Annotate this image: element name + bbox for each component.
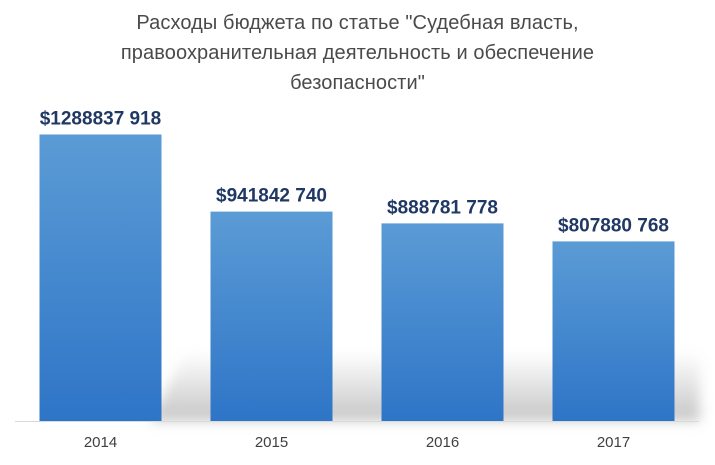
bar-2016 [381, 223, 504, 421]
bar-layer [39, 134, 675, 421]
value-label-2014: $1288837 918 [40, 109, 162, 130]
bar-2017 [552, 241, 675, 421]
chart-title-line-1: Расходы бюджета по статье "Судебная влас… [136, 12, 579, 34]
x-tick-label-2017: 2017 [597, 434, 630, 451]
bar-2015 [210, 211, 333, 421]
chart-title-line-2: правоохранительная деятельность и обеспе… [120, 42, 595, 64]
value-label-2017: $807880 768 [558, 215, 669, 236]
value-label-2015: $941842 740 [216, 186, 327, 207]
x-tick-layer: 2014 2015 2016 2017 [84, 434, 630, 451]
x-tick-label-2014: 2014 [84, 434, 117, 451]
x-tick-label-2016: 2016 [426, 434, 459, 451]
x-tick-label-2015: 2015 [255, 434, 288, 451]
value-label-2016: $888781 778 [387, 197, 498, 218]
bar-2014 [39, 134, 162, 421]
value-label-layer: $1288837 918 $941842 740 $888781 778 $80788… [40, 109, 669, 237]
chart-title-line-3: безопасности" [290, 72, 425, 94]
